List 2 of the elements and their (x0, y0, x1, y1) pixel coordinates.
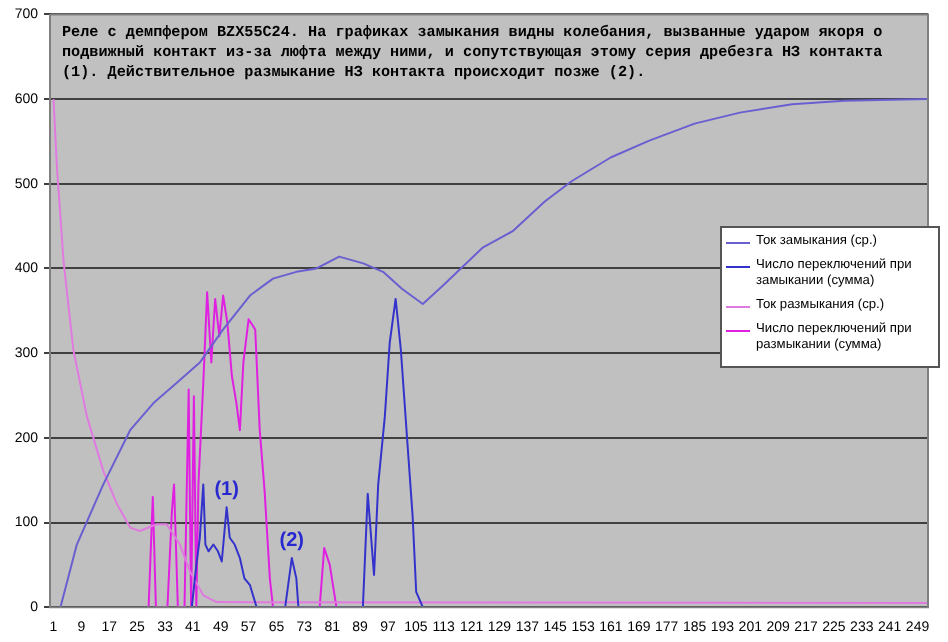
annotation: (1) (214, 478, 239, 501)
annotation: (2) (279, 529, 305, 552)
